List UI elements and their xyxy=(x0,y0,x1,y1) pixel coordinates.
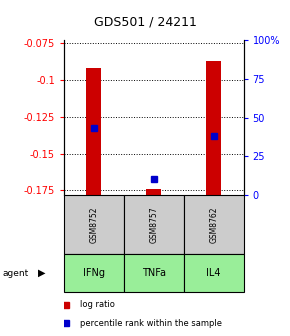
Bar xyxy=(124,195,184,254)
Bar xyxy=(146,189,161,195)
Text: IFNg: IFNg xyxy=(83,268,105,278)
Bar xyxy=(184,195,244,254)
Text: GSM8757: GSM8757 xyxy=(149,206,158,243)
Bar xyxy=(206,61,221,195)
Bar xyxy=(86,68,101,195)
Text: percentile rank within the sample: percentile rank within the sample xyxy=(80,319,222,328)
Text: ▶: ▶ xyxy=(38,268,45,278)
Text: GSM8752: GSM8752 xyxy=(89,206,98,243)
Text: GDS501 / 24211: GDS501 / 24211 xyxy=(94,15,196,28)
Text: TNFa: TNFa xyxy=(142,268,166,278)
Bar xyxy=(124,254,184,292)
Text: GSM8762: GSM8762 xyxy=(209,206,218,243)
Bar xyxy=(184,254,244,292)
Bar xyxy=(64,254,124,292)
Bar xyxy=(64,195,124,254)
Text: log ratio: log ratio xyxy=(80,300,115,309)
Text: agent: agent xyxy=(3,268,29,278)
Text: IL4: IL4 xyxy=(206,268,221,278)
